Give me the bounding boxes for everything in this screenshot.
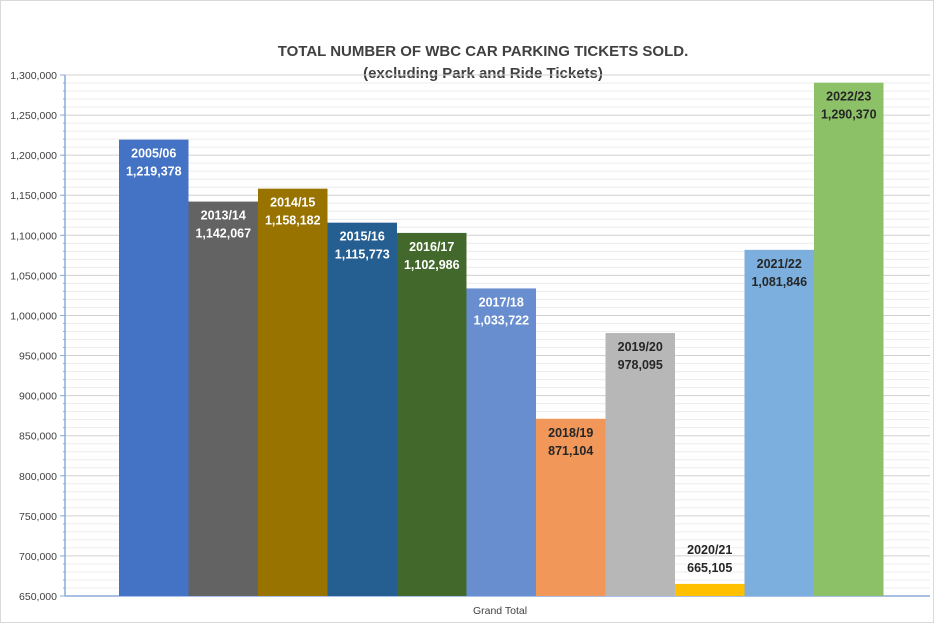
- bar-2016-17: [397, 232, 467, 596]
- data-label-value: 1,158,182: [265, 214, 321, 228]
- y-tick-label: 1,200,000: [10, 150, 57, 162]
- bar-2018-19: [536, 418, 606, 596]
- data-label-period: 2015/16: [340, 230, 385, 244]
- data-labels: 2005/06 1,219,378 2013/14 1,142,067 2014/15 1…: [126, 90, 877, 575]
- y-tick-label: 900,000: [19, 391, 57, 403]
- data-label-period: 2013/14: [201, 209, 246, 223]
- y-tick-label: 1,100,000: [10, 230, 57, 242]
- bar-2014-15: [258, 188, 328, 596]
- y-tick-label: 1,250,000: [10, 110, 57, 122]
- chart-subtitle: (excluding Park and Ride Tickets): [363, 65, 603, 82]
- data-label-value: 871,104: [548, 444, 593, 458]
- data-label-period: 2019/20: [618, 340, 663, 354]
- bar-2017-18: [466, 288, 536, 596]
- data-label-period: 2005/06: [131, 147, 176, 161]
- y-tick-label: 750,000: [19, 511, 57, 523]
- data-label-period: 2021/22: [757, 257, 802, 271]
- y-tick-label: 1,050,000: [10, 270, 57, 282]
- bar-2022-23: [814, 82, 884, 597]
- bar-2015-16: [327, 222, 397, 596]
- data-label-value: 1,102,986: [404, 258, 460, 272]
- bar-2019-20: [605, 333, 675, 596]
- data-label-value: 978,095: [618, 358, 663, 372]
- chart-title: TOTAL NUMBER OF WBC CAR PARKING TICKETS …: [278, 43, 689, 60]
- data-label-period: 2016/17: [409, 240, 454, 254]
- data-label-period: 2017/18: [479, 295, 524, 309]
- y-tick-label: 1,150,000: [10, 190, 57, 202]
- bars: [119, 82, 884, 597]
- bar-2020-21: [675, 583, 745, 596]
- bar-2005-06: [119, 139, 189, 596]
- data-label-value: 1,142,067: [195, 227, 251, 241]
- y-tick-label: 850,000: [19, 431, 57, 443]
- y-tick-label: 1,000,000: [10, 310, 57, 322]
- bar-2021-22: [744, 249, 814, 596]
- y-tick-label: 650,000: [19, 591, 57, 603]
- data-label-value: 1,033,722: [473, 313, 529, 327]
- data-label-period: 2022/23: [826, 90, 871, 104]
- data-label-value: 665,105: [687, 561, 732, 575]
- bar-2013-14: [188, 201, 258, 597]
- data-label-value: 1,219,378: [126, 165, 182, 179]
- data-label-value: 1,081,846: [751, 275, 807, 289]
- data-label-period: 2020/21: [687, 543, 732, 557]
- y-tick-label: 950,000: [19, 351, 57, 363]
- data-label-period: 2014/15: [270, 196, 315, 210]
- y-tick-label: 700,000: [19, 551, 57, 563]
- data-label-value: 1,115,773: [335, 248, 390, 262]
- category-axis-label: Grand Total: [473, 605, 527, 617]
- y-tick-label: 800,000: [19, 471, 57, 483]
- y-tick-label: 1,300,000: [10, 70, 57, 82]
- data-label-period: 2018/19: [548, 426, 593, 440]
- data-label-value: 1,290,370: [821, 108, 877, 122]
